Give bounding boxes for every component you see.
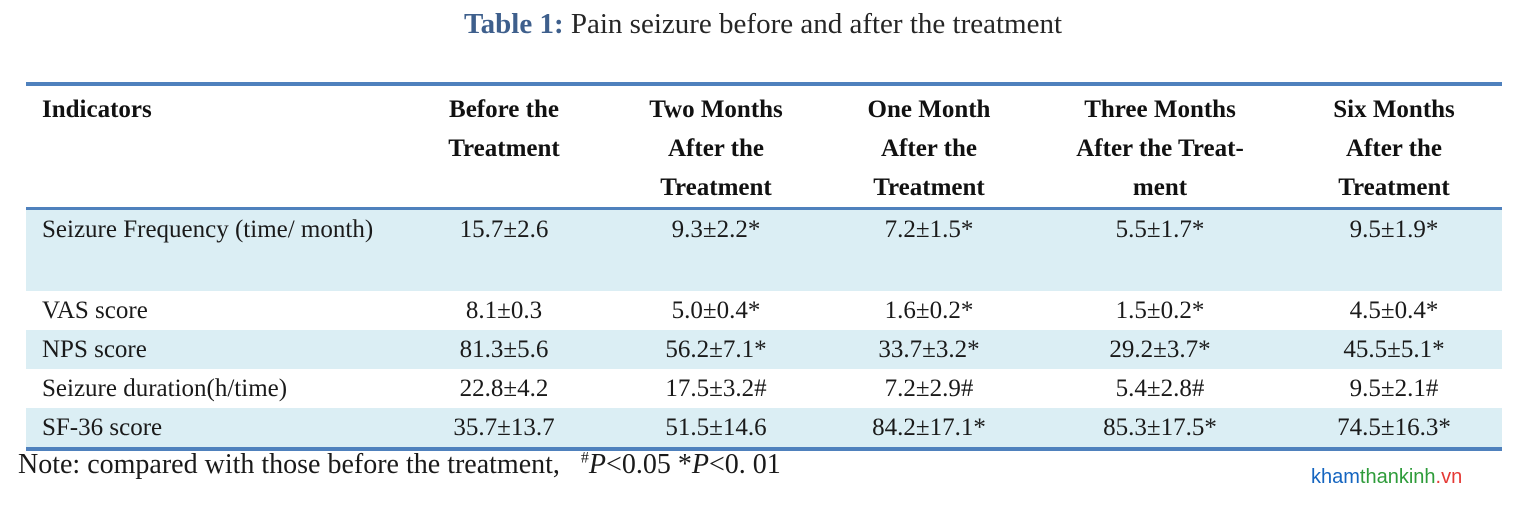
table-cell: 9.5±2.1# bbox=[1349, 374, 1439, 402]
table-top-rule bbox=[26, 82, 1502, 86]
caption-text: Pain seizure before and after the treatm… bbox=[563, 8, 1063, 40]
watermark-logo: khamthankinh.vn bbox=[1311, 466, 1462, 489]
data-table-container: Indicators Before the Treatment Two Month… bbox=[26, 82, 1502, 451]
note-p1: P bbox=[588, 449, 607, 480]
table-cell: 84.2±17.1* bbox=[824, 407, 1034, 447]
table-cell: 29.2±3.7* bbox=[1034, 329, 1286, 369]
note-p2: P bbox=[691, 449, 709, 480]
table-cell: 33.7±3.2* bbox=[824, 329, 1034, 369]
table-cell: 81.3±5.6 bbox=[400, 329, 608, 369]
table-cell: 35.7±13.7 bbox=[400, 407, 608, 447]
table-row: SF-36 score 35.7±13.7 51.5±14.6 84.2±17.… bbox=[26, 407, 1502, 447]
table-cell: 1.6±0.2* bbox=[884, 296, 974, 324]
data-table: Indicators Before the Treatment Two Month… bbox=[26, 86, 1502, 447]
table-cell: 5.4±2.8# bbox=[1115, 374, 1205, 402]
table-cell: 56.2±7.1* bbox=[608, 329, 824, 369]
row-label: VAS score bbox=[42, 296, 148, 324]
table-row: VAS score 8.1±0.3 5.0±0.4* 1.6±0.2* 1.5±… bbox=[26, 291, 1502, 330]
row-label: SF-36 score bbox=[26, 407, 400, 447]
table-cell: 7.2±1.5* bbox=[824, 208, 1034, 291]
table-cell: 45.5±5.1* bbox=[1286, 329, 1502, 369]
row-label: Seizure Frequency (time/ month) bbox=[26, 208, 400, 291]
table-cell: 22.8±4.2 bbox=[459, 374, 549, 402]
table-row: NPS score 81.3±5.6 56.2±7.1* 33.7±3.2* 2… bbox=[26, 329, 1502, 369]
row-label: Seizure duration(h/time) bbox=[42, 374, 288, 402]
table-note: Note: compared with those before the tre… bbox=[18, 449, 781, 481]
header-indicators: Indicators bbox=[42, 96, 152, 123]
header-before-treatment: Before the Treatment bbox=[448, 96, 560, 162]
header-six-months: Six Months After the Treatment bbox=[1333, 96, 1455, 201]
header-three-months: Three Months After the Treat-ment bbox=[1076, 96, 1244, 201]
row-label: NPS score bbox=[26, 329, 400, 369]
watermark-part3: .vn bbox=[1435, 466, 1463, 488]
table-bottom-rule bbox=[26, 446, 1502, 451]
table-row: Seizure Frequency (time/ month) 15.7±2.6… bbox=[26, 208, 1502, 291]
note-p1-value: <0.05 * bbox=[606, 449, 692, 480]
table-cell: 7.2±2.9# bbox=[884, 374, 974, 402]
caption-label: Table 1: bbox=[463, 8, 564, 40]
table-caption: Table 1: Pain seizure before and after t… bbox=[0, 8, 1526, 41]
table-cell: 17.5±3.2# bbox=[665, 374, 767, 402]
note-p2-value: <0. 01 bbox=[708, 449, 781, 480]
header-row: Indicators Before the Treatment Two Month… bbox=[26, 86, 1502, 209]
table-cell: 51.5±14.6 bbox=[608, 407, 824, 447]
table-cell: 8.1±0.3 bbox=[465, 296, 543, 324]
watermark-part1: kham bbox=[1311, 466, 1360, 488]
table-cell: 9.5±1.9* bbox=[1286, 208, 1502, 291]
table-cell: 1.5±0.2* bbox=[1115, 296, 1205, 324]
table-row: Seizure duration(h/time) 22.8±4.2 17.5±3… bbox=[26, 369, 1502, 408]
watermark-part2: thankinh bbox=[1359, 466, 1436, 488]
table-header: Indicators Before the Treatment Two Month… bbox=[26, 86, 1502, 209]
note-prefix: Note: compared with those before the tre… bbox=[18, 449, 560, 480]
table-cell: 15.7±2.6 bbox=[400, 208, 608, 291]
table-cell: 74.5±16.3* bbox=[1286, 407, 1502, 447]
header-two-months: Two Months After the Treatment bbox=[649, 96, 783, 201]
table-cell: 5.5±1.7* bbox=[1034, 208, 1286, 291]
table-cell: 5.0±0.4* bbox=[671, 296, 761, 324]
table-cell: 85.3±17.5* bbox=[1034, 407, 1286, 447]
header-one-month: One Month After the Treatment bbox=[867, 96, 991, 201]
table-cell: 9.3±2.2* bbox=[608, 208, 824, 291]
table-cell: 4.5±0.4* bbox=[1349, 296, 1439, 324]
note-hash: # bbox=[580, 449, 589, 467]
